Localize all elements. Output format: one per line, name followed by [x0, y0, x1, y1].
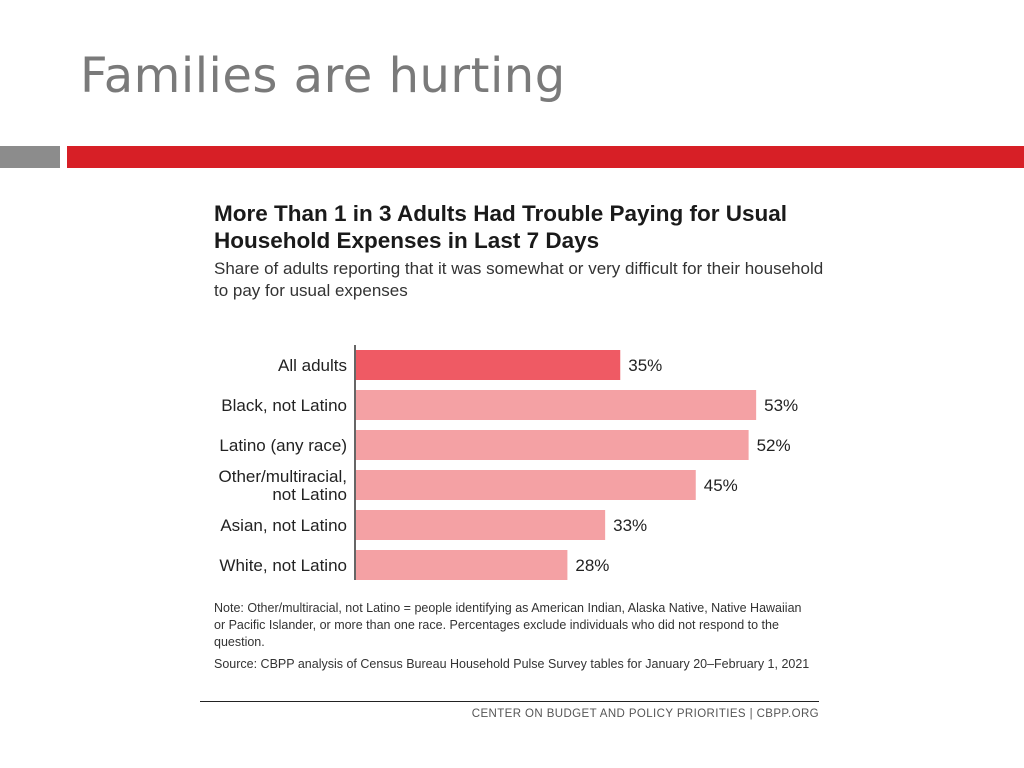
chart-note: Note: Other/multiracial, not Latino = pe…	[214, 601, 802, 649]
bar	[356, 550, 568, 580]
bar	[356, 390, 757, 420]
slide-title: Families are hurting	[80, 48, 566, 104]
bar	[356, 470, 696, 500]
value-label: 35%	[628, 356, 662, 375]
category-label: Asian, not Latino	[220, 516, 347, 535]
header-gray-bar	[0, 146, 60, 168]
chart-subtitle: Share of adults reporting that it was so…	[214, 259, 824, 300]
category-label: not Latino	[272, 485, 347, 504]
bar	[356, 350, 621, 380]
header-red-bar	[67, 146, 1024, 168]
category-label: Latino (any race)	[219, 436, 347, 455]
value-label: 52%	[757, 436, 791, 455]
bar	[356, 510, 606, 540]
footer-divider	[200, 701, 819, 702]
value-label: 33%	[613, 516, 647, 535]
chart-source: Source: CBPP analysis of Census Bureau H…	[214, 657, 810, 671]
category-label: White, not Latino	[219, 556, 347, 575]
category-label: All adults	[278, 356, 347, 375]
chart-title: More Than 1 in 3 Adults Had Trouble Payi…	[214, 201, 787, 253]
chart-header: More Than 1 in 3 Adults Had Trouble Payi…	[214, 200, 824, 302]
bar	[356, 430, 749, 460]
value-label: 28%	[575, 556, 609, 575]
footer-credit: CENTER ON BUDGET AND POLICY PRIORITIES |…	[471, 708, 819, 720]
chart-notes: Note: Other/multiracial, not Latino = pe…	[214, 600, 814, 678]
value-label: 45%	[704, 476, 738, 495]
bar-chart: 35% All adults 53% Black, not Latino 52% Lati…	[219, 345, 798, 580]
category-label: Other/multiracial,	[219, 467, 347, 486]
category-label: Black, not Latino	[221, 396, 347, 415]
value-label: 53%	[764, 396, 798, 415]
